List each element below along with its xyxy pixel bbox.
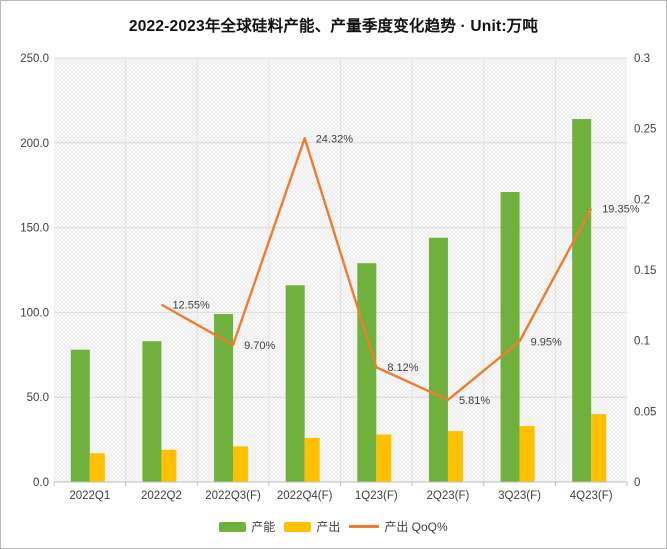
left-axis-tick-label: 100.0	[20, 307, 49, 319]
left-axis-tick-label: 0.0	[33, 477, 49, 489]
bar-output	[89, 453, 105, 482]
x-axis-category-label: 1Q23(F)	[355, 490, 398, 502]
bar-output	[376, 434, 392, 482]
qoq-line	[160, 137, 593, 402]
x-axis-category-label: 2022Q1	[69, 490, 110, 502]
legend-item-output: 产出	[284, 518, 340, 535]
legend-label: 产出 QoQ%	[384, 520, 448, 534]
qoq-point-label: 5.81%	[459, 395, 490, 407]
bar-capacity	[214, 314, 234, 482]
chart-title: 2022-2023年全球硅料产能、产量季度变化趋势 · Unit:万吨	[128, 18, 539, 35]
right-axis-tick-label: 0	[634, 477, 640, 489]
x-axis-category-label: 3Q23(F)	[498, 490, 541, 502]
bar-output	[161, 449, 177, 482]
right-axis-tick-label: 0.15	[634, 265, 656, 277]
bar-capacity	[572, 119, 592, 482]
bar-output	[233, 446, 249, 482]
left-axis-tick-label: 250.0	[20, 53, 49, 65]
right-axis-tick-label: 0.2	[634, 194, 650, 206]
left-axis-tick-label: 50.0	[27, 392, 49, 404]
x-axis-category-label: 2022Q4(F)	[277, 490, 333, 502]
bar-capacity	[428, 237, 448, 482]
qoq-point-label: 8.12%	[387, 362, 418, 374]
bar-output	[447, 431, 463, 482]
legend-item-qoq-line: 产出 QoQ%	[349, 518, 448, 535]
legend: 产能 产出 产出 QoQ%	[1, 518, 666, 535]
left-axis-tick-label: 150.0	[20, 223, 49, 235]
left-axis-tick-label: 200.0	[20, 138, 49, 150]
right-axis-tick-label: 0.1	[634, 336, 650, 348]
qoq-point-label: 9.70%	[244, 340, 275, 352]
plot-layer: 12.55% 9.70% 24.32% 8.12% 5.81% 9.95% 19.35% 25…	[20, 53, 656, 502]
bar-capacity	[142, 341, 162, 482]
bar-capacity	[285, 285, 305, 482]
x-axis-category-label: 2Q23(F)	[427, 490, 470, 502]
legend-line-swatch	[349, 525, 380, 528]
legend-item-capacity: 产能	[219, 518, 275, 535]
qoq-point-label: 9.95%	[531, 336, 562, 348]
legend-label: 产能	[251, 520, 276, 534]
x-axis-category-label: 2022Q2	[141, 490, 182, 502]
x-axis-category-label: 4Q23(F)	[570, 490, 613, 502]
qoq-point-label: 24.32%	[316, 133, 354, 145]
bar-output	[591, 414, 607, 482]
legend-label: 产出	[316, 520, 341, 534]
qoq-point-label: 19.35%	[602, 204, 640, 216]
bar-capacity	[357, 263, 377, 482]
bar-capacity	[500, 191, 520, 482]
right-axis-tick-label: 0.25	[634, 124, 656, 136]
bar-output	[519, 426, 535, 482]
qoq-point-label: 12.55%	[172, 300, 210, 312]
right-axis-tick-label: 0.05	[634, 406, 656, 418]
bar-output	[304, 437, 320, 482]
bar-capacity	[70, 349, 90, 482]
x-axis-category-label: 2022Q3(F)	[205, 490, 261, 502]
legend-bar-swatch	[284, 521, 312, 532]
right-axis-tick-label: 0.3	[634, 53, 650, 65]
legend-bar-swatch	[219, 521, 247, 532]
